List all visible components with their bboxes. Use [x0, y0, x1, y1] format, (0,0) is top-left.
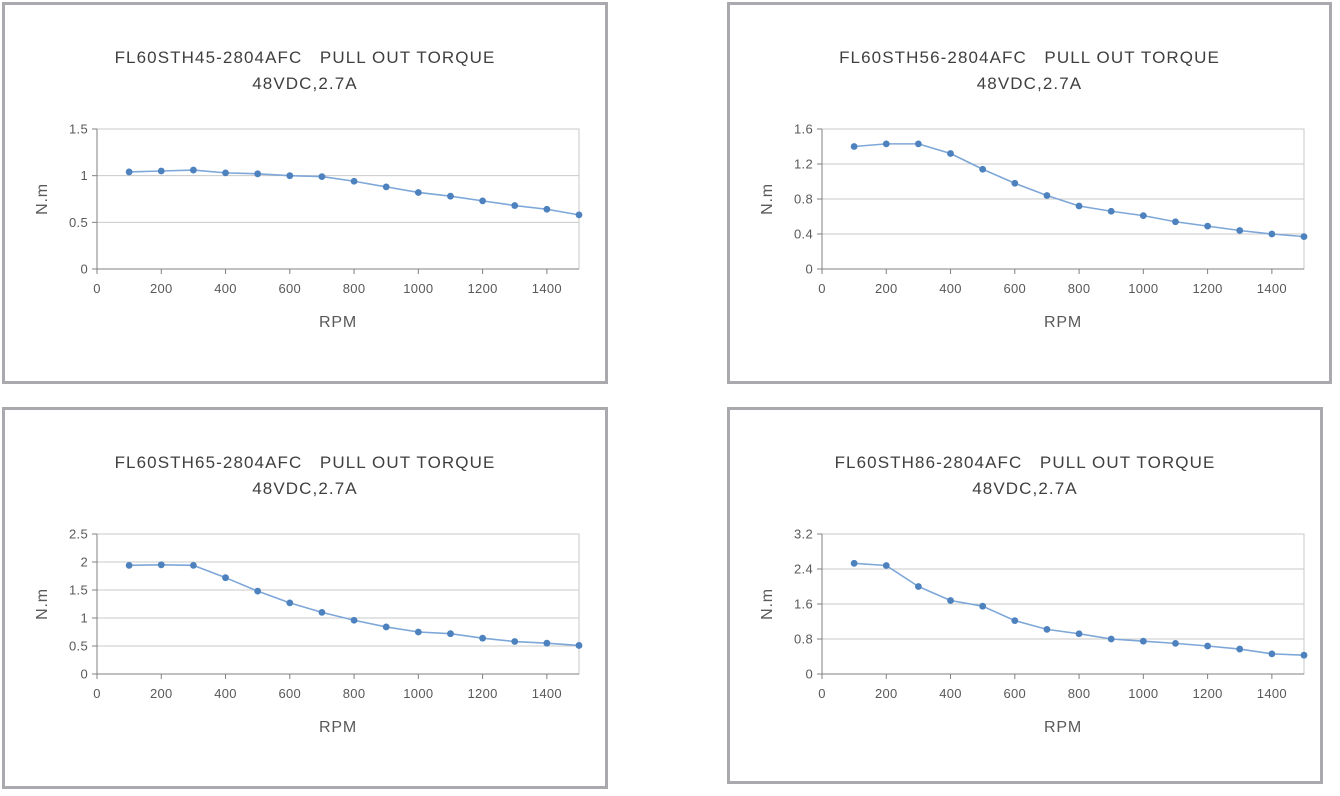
svg-text:200: 200 [875, 686, 898, 701]
svg-text:0: 0 [805, 667, 813, 682]
chart-subtitle: 48VDC,2.7A [976, 74, 1083, 93]
svg-text:400: 400 [939, 686, 962, 701]
svg-text:1200: 1200 [1193, 281, 1223, 296]
svg-text:1200: 1200 [468, 686, 498, 701]
svg-text:200: 200 [875, 281, 898, 296]
svg-text:1: 1 [80, 611, 88, 626]
svg-text:0.8: 0.8 [794, 632, 813, 647]
svg-text:800: 800 [343, 686, 366, 701]
svg-text:0: 0 [818, 686, 826, 701]
svg-text:600: 600 [279, 281, 302, 296]
svg-text:1400: 1400 [532, 686, 562, 701]
chart-panel-fl60sth45: FL60STH45-2804AFC PULL OUT TORQUE 48VDC,… [2, 2, 608, 384]
svg-text:1200: 1200 [1193, 686, 1223, 701]
svg-text:800: 800 [343, 281, 366, 296]
torque-chart-fl60sth86: 0 0.8 1.6 2.4 3.2 0 200 400 600 800 1000 1200 1400 N.… [759, 527, 1308, 736]
svg-text:N.m: N.m [34, 588, 51, 620]
chart-subtitle: 48VDC,2.7A [252, 479, 358, 498]
svg-text:1000: 1000 [403, 281, 433, 296]
chart-title: FL60STH45-2804AFC PULL OUT TORQUE [114, 48, 496, 67]
svg-text:RPM: RPM [319, 719, 357, 736]
svg-text:RPM: RPM [319, 314, 357, 331]
chart-subtitle: 48VDC,2.7A [972, 479, 1078, 498]
svg-text:N.m: N.m [759, 183, 776, 215]
torque-chart-fl60sth45: 0 0.5 1 1.5 0 200 400 600 800 1000 1200 1400 N.m RPM [34, 122, 583, 331]
svg-text:0: 0 [80, 262, 88, 277]
svg-text:1200: 1200 [468, 281, 498, 296]
svg-text:RPM: RPM [1044, 719, 1082, 736]
svg-text:0: 0 [93, 281, 101, 296]
svg-text:600: 600 [1004, 686, 1027, 701]
chart-title: FL60STH65-2804AFC PULL OUT TORQUE [114, 453, 496, 472]
svg-text:2.5: 2.5 [69, 527, 88, 542]
svg-text:400: 400 [214, 686, 237, 701]
svg-text:400: 400 [939, 281, 962, 296]
svg-text:1: 1 [80, 168, 88, 183]
torque-chart-fl60sth56: 0 0.4 0.8 1.2 1.6 0 200 400 600 800 1000 1200 1400 N.… [759, 122, 1308, 331]
chart-panel-fl60sth56: FL60STH56-2804AFC PULL OUT TORQUE 48VDC,… [727, 2, 1332, 384]
svg-text:1.6: 1.6 [794, 122, 813, 137]
svg-text:0: 0 [93, 686, 101, 701]
torque-chart-fl60sth65: 0 0.5 1 1.5 2 2.5 0 200 400 600 800 1000 1200 1400 N.m… [34, 527, 583, 736]
svg-text:1.5: 1.5 [69, 122, 88, 137]
svg-text:1400: 1400 [1257, 281, 1287, 296]
svg-text:0.8: 0.8 [794, 192, 813, 207]
chart-subtitle: 48VDC,2.7A [252, 74, 358, 93]
svg-text:400: 400 [214, 281, 237, 296]
svg-text:2: 2 [80, 555, 88, 570]
svg-text:0: 0 [818, 281, 826, 296]
svg-text:3.2: 3.2 [794, 527, 813, 542]
svg-text:0: 0 [805, 262, 813, 277]
svg-text:1400: 1400 [1257, 686, 1287, 701]
svg-text:0.5: 0.5 [69, 639, 88, 654]
chart-panel-fl60sth86: FL60STH86-2804AFC PULL OUT TORQUE 48VDC,… [727, 407, 1323, 784]
svg-text:200: 200 [150, 281, 173, 296]
svg-text:1400: 1400 [532, 281, 562, 296]
svg-text:1000: 1000 [1128, 686, 1158, 701]
svg-text:1000: 1000 [1128, 281, 1158, 296]
svg-text:800: 800 [1068, 686, 1091, 701]
svg-text:RPM: RPM [1044, 314, 1082, 331]
svg-text:800: 800 [1068, 281, 1091, 296]
svg-text:200: 200 [150, 686, 173, 701]
svg-text:1.6: 1.6 [794, 597, 813, 612]
svg-text:600: 600 [279, 686, 302, 701]
chart-title: FL60STH86-2804AFC PULL OUT TORQUE [834, 453, 1216, 472]
svg-text:N.m: N.m [759, 588, 776, 620]
svg-text:600: 600 [1004, 281, 1027, 296]
svg-text:1.2: 1.2 [794, 157, 813, 172]
chart-panel-fl60sth65: FL60STH65-2804AFC PULL OUT TORQUE 48VDC,… [2, 407, 608, 789]
chart-title: FL60STH56-2804AFC PULL OUT TORQUE [839, 48, 1220, 67]
svg-text:0.5: 0.5 [69, 215, 88, 230]
svg-text:2.4: 2.4 [794, 562, 813, 577]
svg-text:1000: 1000 [403, 686, 433, 701]
svg-text:0.4: 0.4 [794, 227, 813, 242]
svg-text:1.5: 1.5 [69, 583, 88, 598]
svg-text:0: 0 [80, 667, 88, 682]
svg-text:N.m: N.m [34, 183, 51, 215]
